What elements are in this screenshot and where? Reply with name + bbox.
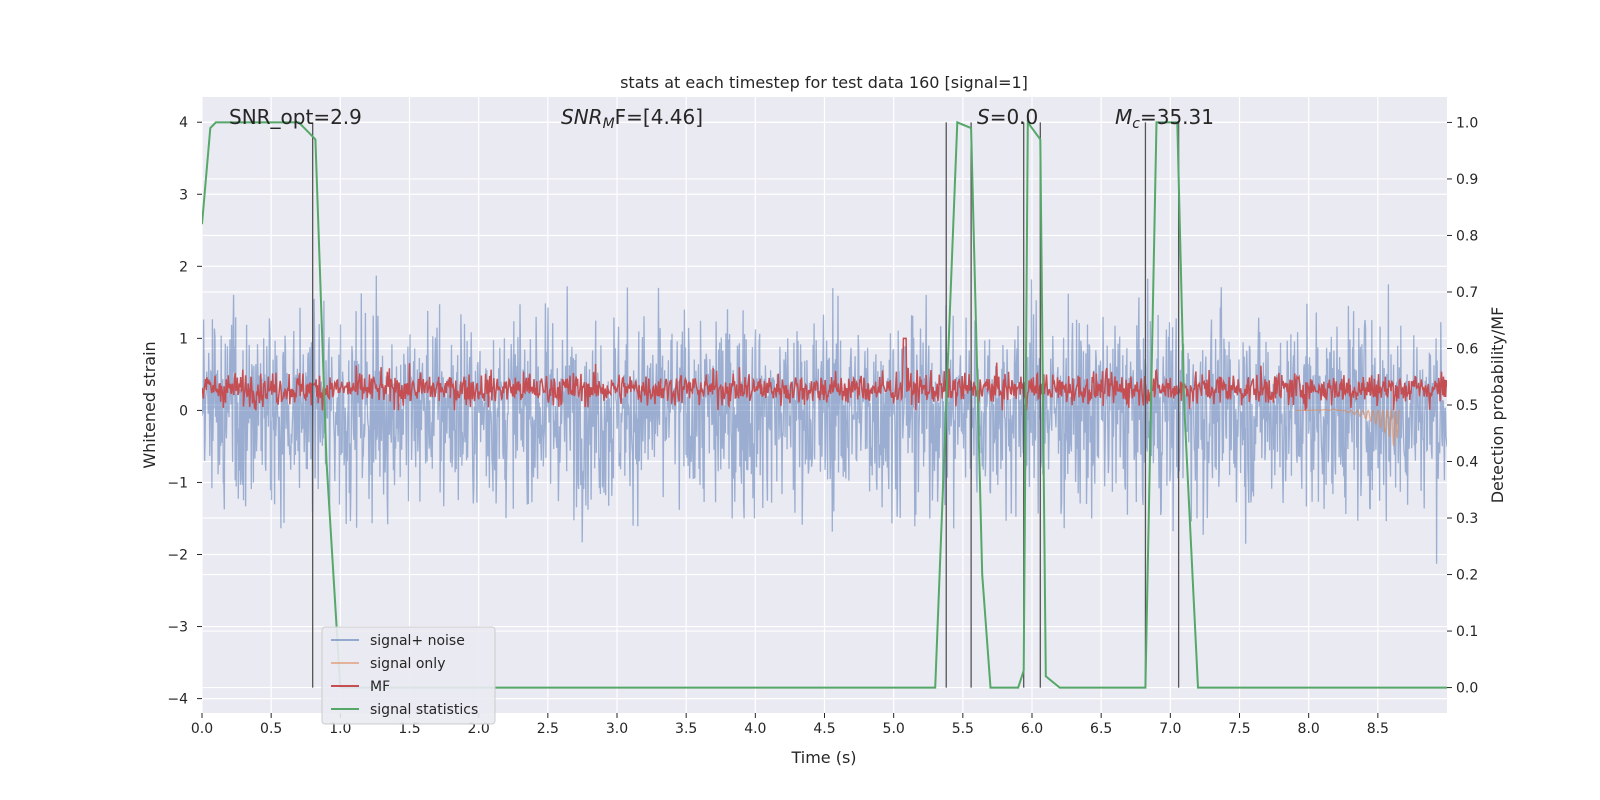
y-tick-label: 2 [179, 259, 188, 275]
series-layer [202, 119, 1447, 689]
y-tick-label: 1 [179, 331, 188, 347]
x-tick-label: 7.0 [1159, 721, 1181, 737]
y2-tick-label: 0.6 [1456, 341, 1478, 357]
series-mf-line [202, 337, 1447, 411]
x-tick-label: 3.5 [675, 721, 697, 737]
annotation-snr-mf: SNRMF=[4.46] [561, 105, 703, 132]
annotation-mc: Mc=35.31 [1115, 105, 1214, 132]
y2-tick-label: 0.8 [1456, 228, 1478, 244]
x-tick-label: 6.0 [1021, 721, 1043, 737]
x-tick-label: 4.5 [813, 721, 835, 737]
x-axis-label: Time (s) [790, 748, 856, 767]
x-tick-label: 2.0 [468, 721, 490, 737]
axes-layer: 0.0 0.5 1.0 1.5 2.0 2.5 3.0 3.5 4.0 4.5 5.0 5.5 6.0 6… [167, 115, 1478, 737]
y-tick-label: −4 [167, 692, 188, 708]
y-axis-label: Whitened strain [140, 341, 159, 468]
y2-tick-label: 0.0 [1456, 681, 1478, 697]
legend-label-signal-statistics: signal statistics [370, 702, 478, 718]
y2-tick-label: 0.1 [1456, 624, 1478, 640]
x-tick-label: 5.0 [883, 721, 905, 737]
x-tick-label: 7.5 [1228, 721, 1250, 737]
y-tick-label: 3 [179, 187, 188, 203]
annotation-s: S=0.0 [977, 105, 1038, 129]
legend: signal+ noise signal only MF signal stat… [321, 626, 496, 725]
x-tick-label: 6.5 [1090, 721, 1112, 737]
x-tick-label: 5.5 [952, 721, 974, 737]
x-tick-label: 1.0 [329, 721, 351, 737]
x-tick-label: 4.0 [744, 721, 766, 737]
y-tick-label: 4 [179, 115, 188, 131]
y-tick-label: 0 [179, 403, 188, 419]
x-tick-label: 1.5 [398, 721, 420, 737]
annotation-snr-opt: SNR_opt=2.9 [229, 105, 362, 129]
chart-title: stats at each timestep for test data 160… [620, 73, 1028, 92]
y2-tick-label: 0.9 [1456, 172, 1478, 188]
legend-label-signal-noise: signal+ noise [370, 633, 465, 649]
y2-tick-label: 1.0 [1456, 115, 1478, 131]
series-signal-only-line [1294, 408, 1401, 447]
y2-tick-label: 0.5 [1456, 398, 1478, 414]
y2-axis-label: Detection probability/MF [1488, 307, 1507, 504]
x-tick-label: 3.0 [606, 721, 628, 737]
y2-tick-label: 0.7 [1456, 285, 1478, 301]
legend-label-mf: MF [370, 679, 390, 695]
y2-tick-label: 0.4 [1456, 455, 1478, 471]
x-tick-label: 2.5 [537, 721, 559, 737]
y-tick-label: −2 [167, 547, 188, 563]
x-tick-label: 8.0 [1298, 721, 1320, 737]
legend-box [321, 626, 496, 725]
x-tick-label: 8.5 [1367, 721, 1389, 737]
x-tick-label: 0.5 [260, 721, 282, 737]
y-tick-label: −1 [167, 475, 188, 491]
y2-tick-label: 0.2 [1456, 568, 1478, 584]
y-tick-label: −3 [167, 620, 188, 636]
y2-tick-label: 0.3 [1456, 511, 1478, 527]
x-tick-label: 0.0 [191, 721, 213, 737]
legend-label-signal-only: signal only [370, 656, 445, 672]
series-signal-statistics-line [202, 119, 1447, 689]
